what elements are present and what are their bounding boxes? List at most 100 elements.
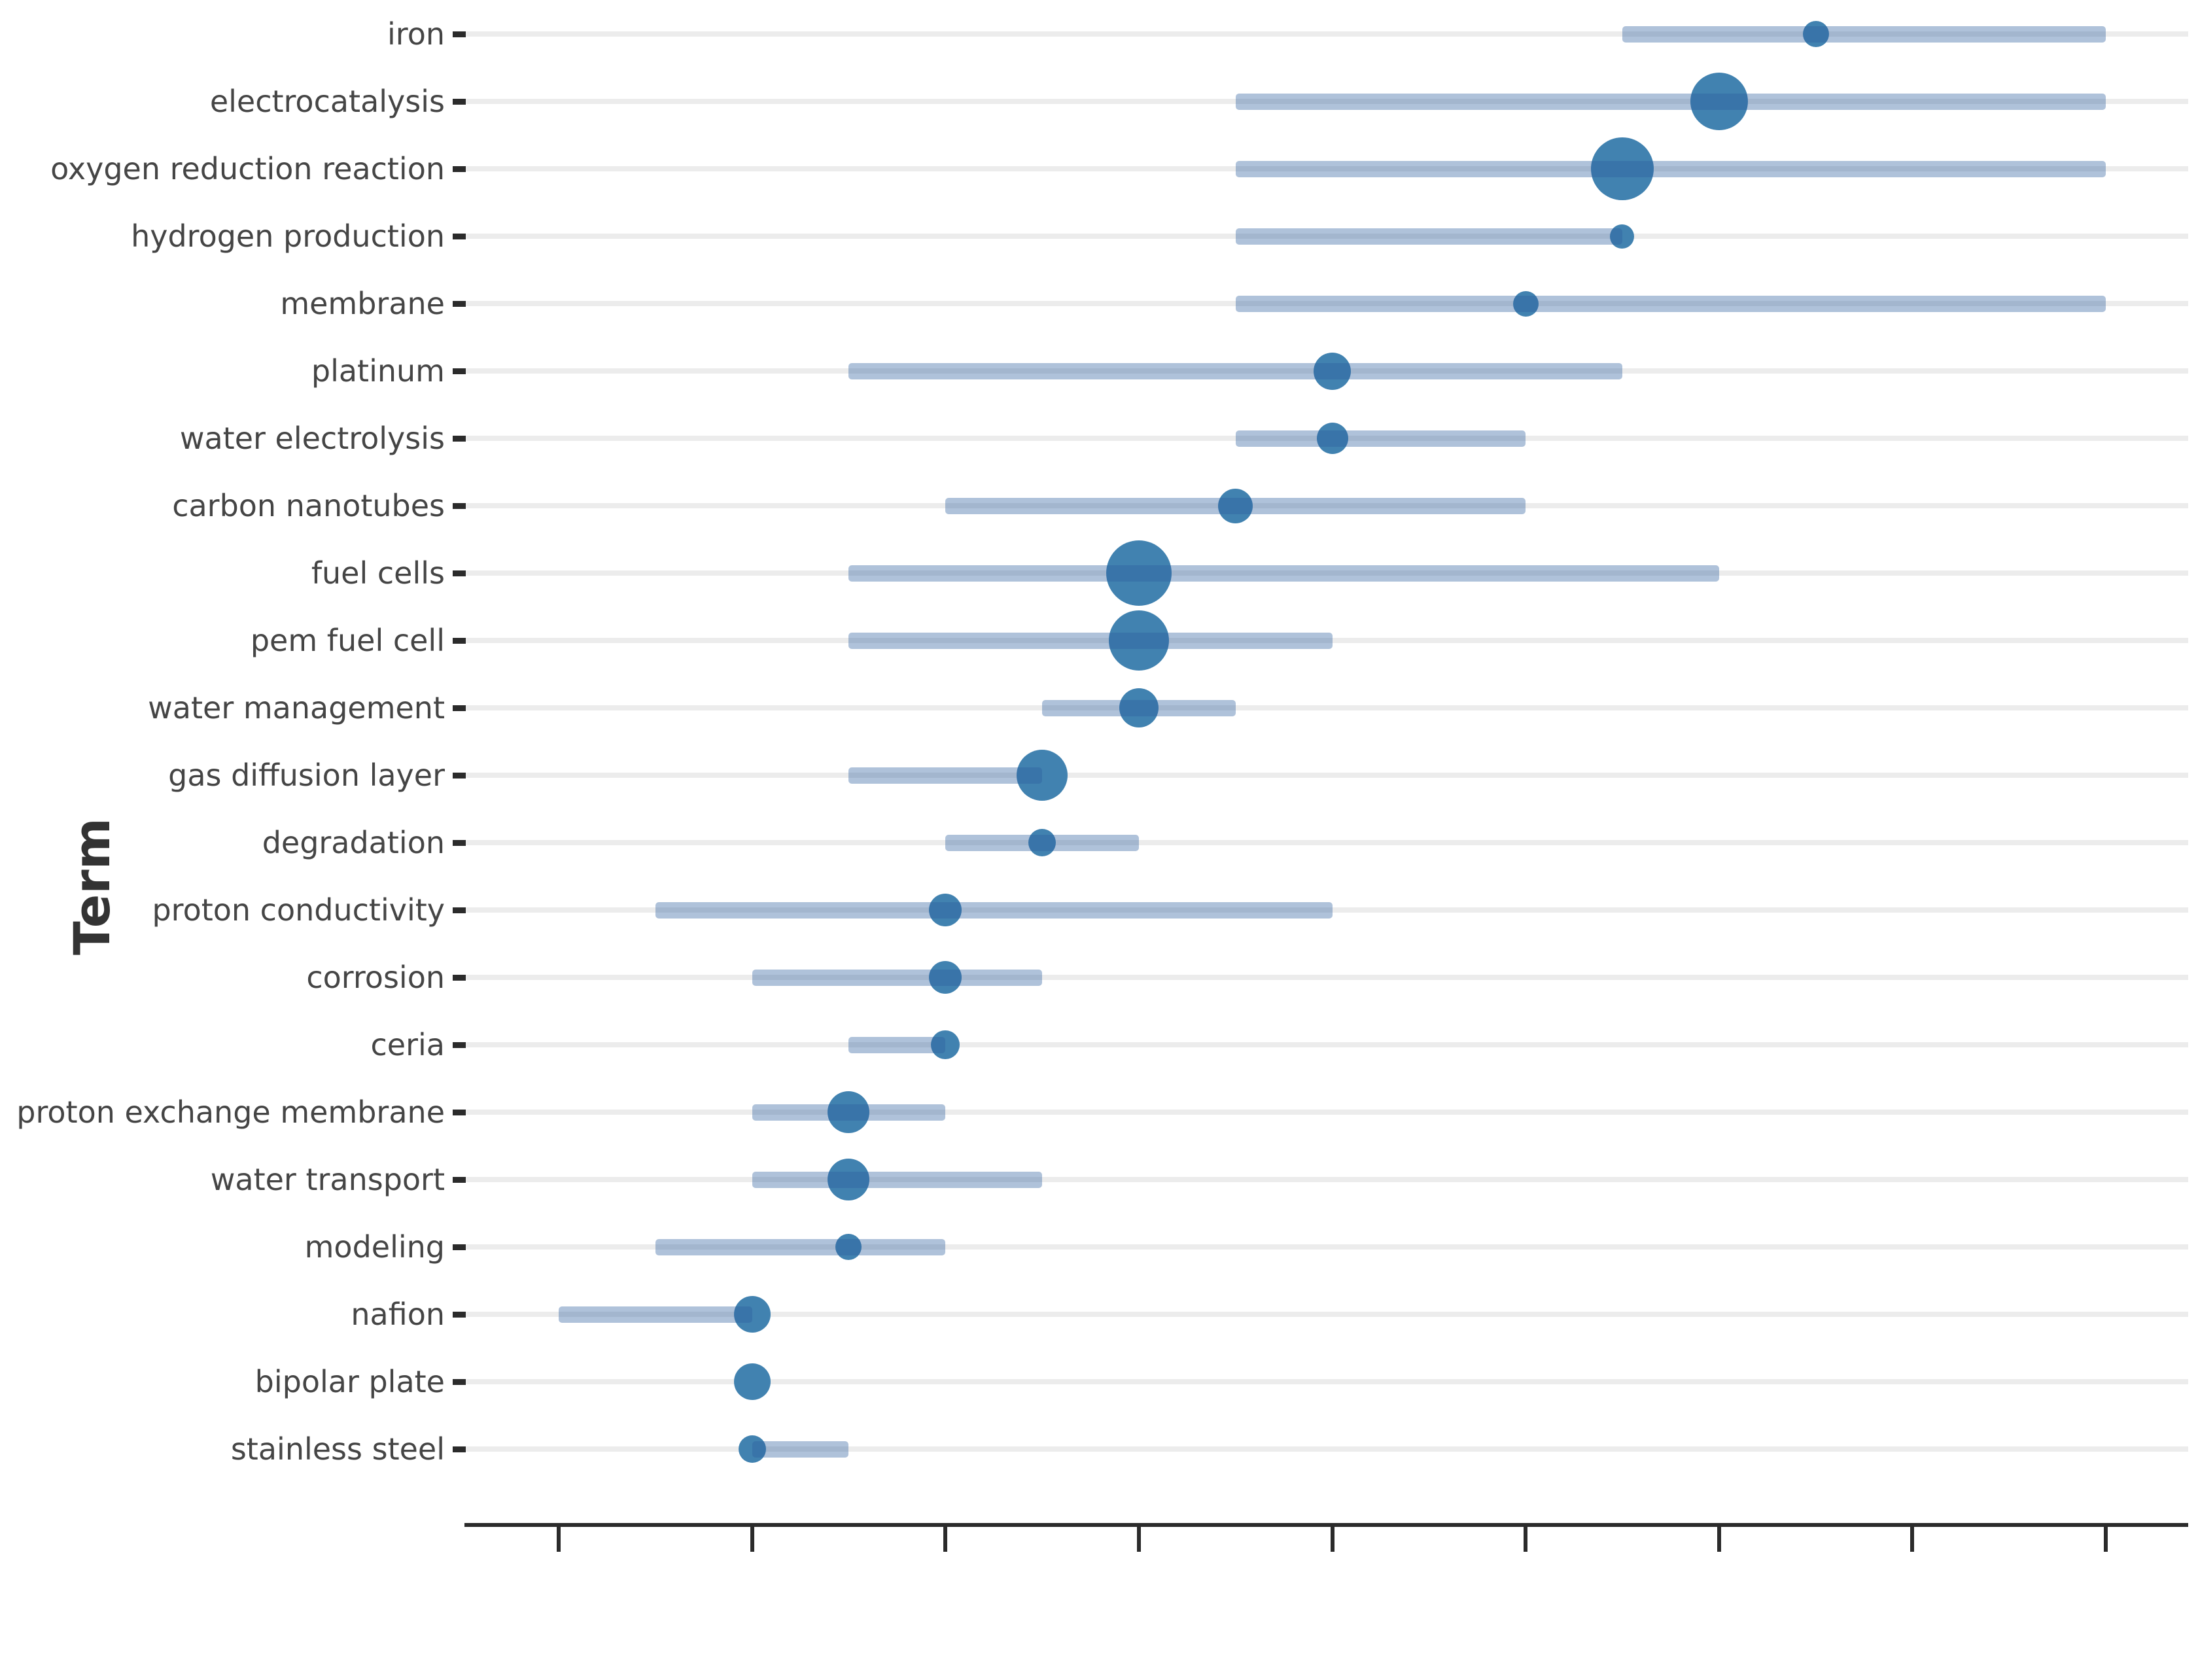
row-gridline — [464, 1446, 2188, 1452]
x-axis-tick — [2104, 1527, 2108, 1552]
term-bubble — [733, 1296, 771, 1333]
row-gridline — [464, 503, 2188, 508]
term-line-segment — [655, 1239, 946, 1255]
term-axis-tick — [453, 31, 466, 37]
term-line-segment — [1235, 94, 2106, 110]
term-label: oxygen reduction reaction — [50, 151, 445, 186]
term-bubble — [1106, 540, 1172, 606]
term-line-segment — [848, 633, 1333, 649]
row-gridline — [464, 705, 2188, 710]
term-label: water transport — [210, 1162, 445, 1197]
row-gridline — [464, 1379, 2188, 1384]
term-label: pem fuel cell — [250, 623, 445, 658]
row-gridline — [464, 638, 2188, 643]
term-axis-tick — [453, 975, 466, 981]
term-axis-tick — [453, 1244, 466, 1250]
term-axis-tick — [453, 99, 466, 105]
x-axis-line — [464, 1523, 2188, 1527]
term-axis-tick — [453, 1446, 466, 1452]
term-bubble — [1119, 688, 1159, 727]
term-line-segment — [848, 1037, 946, 1053]
row-gridline — [464, 234, 2188, 239]
term-axis-tick — [453, 234, 466, 239]
term-axis-tick — [453, 840, 466, 846]
row-gridline — [464, 1244, 2188, 1250]
term-line-segment — [1235, 228, 1622, 245]
term-label: hydrogen production — [131, 219, 445, 254]
term-label: fuel cells — [311, 555, 445, 591]
term-line-segment — [1235, 161, 2106, 177]
term-bubble — [1512, 290, 1539, 317]
x-tick-label: 2010 — [1314, 1575, 1351, 1680]
row-gridline — [464, 166, 2188, 171]
x-axis-tick — [1717, 1527, 1721, 1552]
term-label: stainless steel — [230, 1431, 445, 1467]
term-bubble — [929, 961, 962, 994]
term-line-segment — [848, 767, 1043, 784]
x-axis-tick — [1330, 1527, 1334, 1552]
term-label: corrosion — [306, 960, 445, 995]
term-bubble — [828, 1159, 870, 1200]
x-tick-label: 2006 — [927, 1575, 964, 1680]
row-gridline — [464, 975, 2188, 980]
row-gridline — [464, 907, 2188, 913]
row-gridline — [464, 1110, 2188, 1115]
term-axis-tick — [453, 705, 466, 711]
term-axis-tick — [453, 1042, 466, 1048]
term-bubble — [738, 1435, 766, 1463]
term-label: ceria — [370, 1027, 445, 1062]
term-label: gas diffusion layer — [168, 758, 445, 793]
row-gridline — [464, 1177, 2188, 1182]
term-line-segment — [1622, 26, 2106, 43]
row-gridline — [464, 1312, 2188, 1317]
term-line-segment — [752, 1441, 849, 1458]
term-line-segment — [655, 902, 1333, 919]
row-gridline — [464, 773, 2188, 778]
x-tick-label: 2004 — [734, 1575, 771, 1680]
term-label: modeling — [304, 1229, 445, 1265]
term-line-segment — [752, 970, 1043, 986]
term-bubble — [1316, 423, 1348, 454]
term-bubble — [828, 1091, 870, 1133]
term-axis-tick — [453, 1379, 466, 1385]
row-gridline — [464, 99, 2188, 104]
term-line-segment — [1042, 700, 1236, 716]
term-label: water management — [148, 690, 445, 726]
term-axis-tick — [453, 301, 466, 307]
term-label: nafion — [351, 1297, 445, 1332]
term-axis-tick — [453, 907, 466, 913]
x-tick-label: 2002 — [540, 1575, 577, 1680]
term-axis-tick — [453, 1177, 466, 1183]
x-axis-tick — [1136, 1527, 1141, 1552]
x-axis-tick — [750, 1527, 754, 1552]
row-gridline — [464, 570, 2188, 576]
term-line-segment — [1235, 296, 2106, 312]
term-bubble — [931, 1030, 960, 1059]
term-label: electrocatalysis — [209, 84, 445, 119]
term-label: carbon nanotubes — [172, 488, 445, 523]
term-line-segment — [752, 1172, 1043, 1188]
term-bubble — [1218, 488, 1253, 523]
term-bubble — [1802, 21, 1829, 47]
term-label: membrane — [280, 286, 445, 321]
term-axis-tick — [453, 166, 466, 172]
term-bubble — [1610, 224, 1635, 249]
x-tick-label: 2016 — [1894, 1575, 1930, 1680]
term-bubble — [1017, 750, 1068, 801]
term-label: water electrolysis — [179, 421, 445, 456]
x-tick-label: 2012 — [1507, 1575, 1544, 1680]
term-line-segment — [752, 1104, 946, 1121]
term-bubble — [1590, 137, 1654, 200]
term-bubble — [1690, 73, 1748, 130]
term-bubble — [733, 1363, 771, 1400]
term-label: proton conductivity — [152, 892, 445, 928]
term-axis-tick — [453, 503, 466, 509]
term-line-segment — [848, 363, 1622, 379]
x-axis-tick — [557, 1527, 561, 1552]
term-line-segment — [848, 565, 1719, 582]
term-line-segment — [559, 1306, 752, 1323]
x-tick-label: 2014 — [1701, 1575, 1737, 1680]
term-axis-tick — [453, 1312, 466, 1318]
x-tick-label: 2008 — [1121, 1575, 1157, 1680]
term-label: iron — [387, 16, 445, 52]
